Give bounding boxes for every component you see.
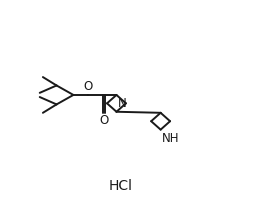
Text: HCl: HCl [109,179,133,193]
Text: NH: NH [162,132,179,145]
Text: N: N [117,98,126,111]
Text: O: O [84,80,93,93]
Text: O: O [99,115,109,128]
